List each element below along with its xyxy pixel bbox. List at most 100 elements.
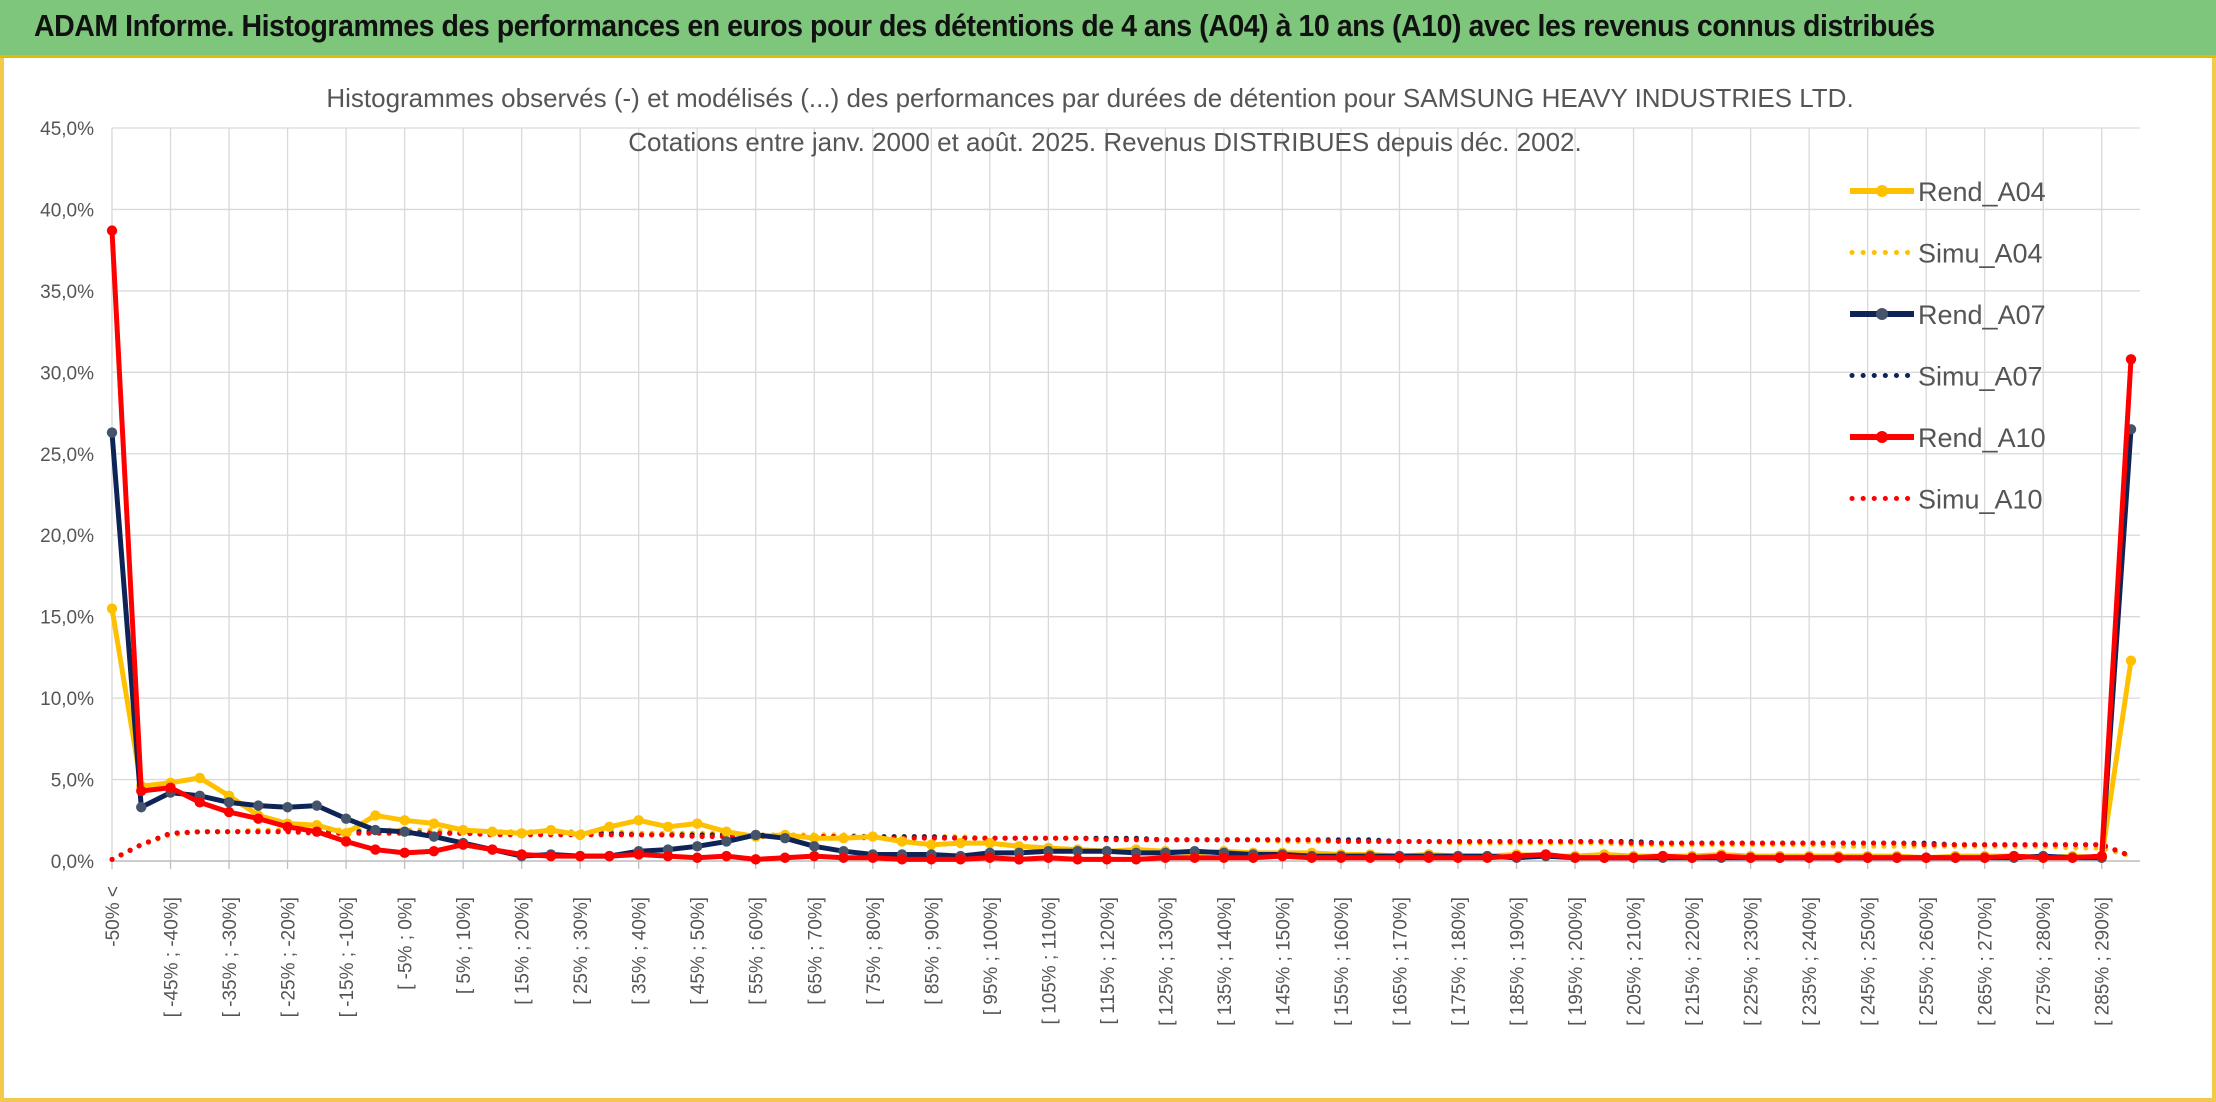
data-point <box>1686 852 1698 863</box>
data-point <box>838 852 849 863</box>
data-point <box>662 821 674 832</box>
data-point <box>487 826 498 837</box>
data-point <box>926 839 937 850</box>
legend-item-rend-a07[interactable]: Rend_A07 <box>1850 300 2046 330</box>
data-point <box>984 837 996 849</box>
x-tick-label: [ 155% ; 160%] <box>1332 897 1353 1026</box>
data-point <box>282 821 293 832</box>
data-point <box>106 603 118 614</box>
x-tick-label: [ 185% ; 190%] <box>1508 897 1529 1026</box>
data-point <box>370 844 381 855</box>
data-point <box>1950 852 1961 863</box>
data-point <box>574 829 586 841</box>
y-tick-label: 0,0% <box>51 852 94 873</box>
legend-item-rend-a10[interactable]: Rend_A10 <box>1850 423 2046 453</box>
series-layer <box>106 225 2137 865</box>
data-point <box>633 815 644 826</box>
data-point <box>692 852 703 863</box>
legend-item-simu-a04[interactable]: Simu_A04 <box>1849 239 2043 269</box>
legend[interactable]: Rend_A04 Simu_A04 Rend_A07 Simu_A07 Rend_A10… <box>1849 177 2046 515</box>
legend-item-simu-a10[interactable]: Simu_A10 <box>1849 485 2043 515</box>
legend-label: Simu_A07 <box>1918 362 2043 392</box>
data-point <box>1160 852 1171 863</box>
data-point <box>487 844 498 855</box>
data-point <box>809 841 820 852</box>
x-tick-label: [ 95% ; 100%] <box>981 897 1002 1015</box>
series-line <box>109 608 2134 861</box>
data-point <box>604 850 615 862</box>
data-point <box>370 824 381 836</box>
data-point <box>896 836 908 847</box>
legend-item-rend-a04[interactable]: Rend_A04 <box>1850 177 2046 207</box>
data-point <box>282 802 293 813</box>
y-tick-label: 30,0% <box>40 363 94 384</box>
data-point <box>721 850 732 862</box>
y-tick-label: 10,0% <box>40 689 94 710</box>
x-tick-label: [ 225% ; 230%] <box>1742 897 1763 1026</box>
data-point <box>370 810 381 821</box>
gridlines <box>111 127 2140 862</box>
data-point <box>604 821 615 832</box>
data-point <box>2096 850 2107 862</box>
data-point <box>779 832 791 844</box>
x-tick-label: [ 215% ; 220%] <box>1683 897 1704 1026</box>
series-simu-a10 <box>109 829 2134 862</box>
data-point <box>1891 852 1903 863</box>
data-point <box>1833 852 1844 863</box>
data-point <box>692 841 703 852</box>
x-tick-label: [ 145% ; 150%] <box>1273 897 1294 1026</box>
data-point <box>1335 852 1347 863</box>
data-point <box>1101 846 1113 857</box>
data-point <box>779 852 791 863</box>
x-tick-label: [ 135% ; 140%] <box>1215 897 1236 1026</box>
series-rend-a07 <box>106 424 2137 863</box>
data-point <box>516 828 527 839</box>
legend-label: Rend_A07 <box>1918 300 2046 330</box>
y-tick-label: 45,0% <box>40 119 94 140</box>
legend-item-simu-a07[interactable]: Simu_A07 <box>1849 362 2043 392</box>
data-point <box>633 849 644 860</box>
x-tick-label: -50% < <box>103 886 124 947</box>
data-point <box>1072 854 1083 865</box>
x-tick-label: [ 45% ; 50%] <box>688 897 709 1005</box>
data-point <box>1657 850 1669 862</box>
data-point <box>574 850 586 862</box>
data-point <box>1569 852 1581 863</box>
series-rend-a10 <box>106 225 2137 865</box>
x-tick-label: [ 285% ; 290%] <box>2093 897 2114 1026</box>
x-tick-label: [ 75% ; 80%] <box>864 897 885 1005</box>
data-point <box>2008 850 2020 862</box>
x-tick-label: [ 175% ; 180%] <box>1449 897 1470 1026</box>
data-point <box>1540 849 1551 860</box>
x-tick-label: [ 205% ; 210%] <box>1625 897 1646 1026</box>
data-point <box>136 802 147 813</box>
data-point <box>1394 852 1405 863</box>
x-tick-label: [ 55% ; 60%] <box>747 897 768 1005</box>
x-tick-label: [ -5% ; 0%] <box>396 897 417 990</box>
x-tick-label: [ 25% ; 30%] <box>571 897 592 1005</box>
data-point <box>1628 852 1639 863</box>
data-point <box>428 831 440 842</box>
data-point <box>809 850 820 862</box>
legend-label: Simu_A04 <box>1918 239 2043 269</box>
data-point <box>1920 852 1932 863</box>
data-point <box>106 225 118 236</box>
data-point <box>223 806 235 818</box>
legend-label: Rend_A10 <box>1918 423 2046 453</box>
data-point <box>106 427 118 438</box>
data-point <box>809 832 820 844</box>
data-point <box>2038 852 2049 863</box>
data-point <box>1277 850 1288 862</box>
data-point <box>1745 852 1756 863</box>
chart-title: Histogrammes observés (-) et modélisés (… <box>326 83 1853 113</box>
data-point <box>428 818 440 829</box>
x-tick-label: [ 245% ; 250%] <box>1859 897 1880 1026</box>
x-tick-label: [ 65% ; 70%] <box>805 897 826 1005</box>
data-point <box>896 854 908 865</box>
data-point <box>955 837 966 849</box>
data-point <box>399 847 410 859</box>
data-point <box>750 854 761 865</box>
data-point <box>223 797 235 808</box>
data-point <box>194 772 205 784</box>
